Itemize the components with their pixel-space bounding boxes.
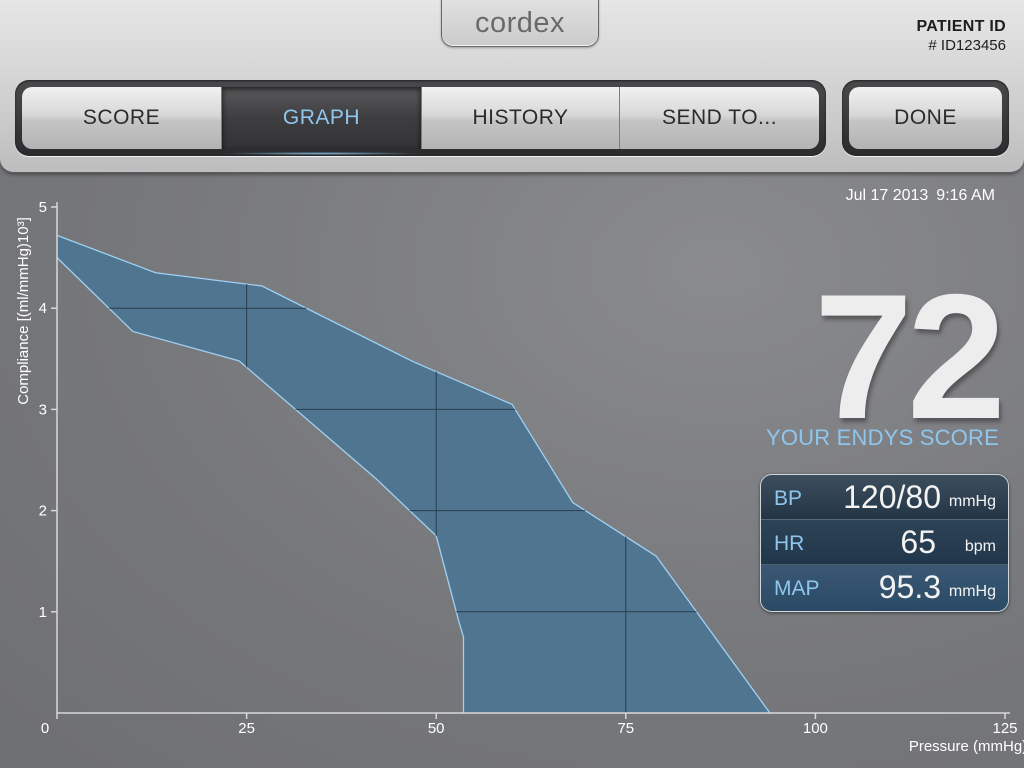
vital-value: 120/80: [843, 479, 941, 515]
x-tick-label: 100: [803, 720, 828, 737]
vital-value: 95.3: [878, 569, 941, 605]
cordex-logo: cordex: [475, 7, 565, 40]
done-button[interactable]: DONE: [849, 87, 1002, 149]
measurement-time: 9:16 AM: [936, 187, 995, 204]
y-tick-label: 3: [39, 401, 47, 418]
compliance-band: [57, 235, 770, 713]
measurement-date: Jul 17 2013: [845, 187, 929, 204]
vital-unit: mmHg: [948, 583, 996, 600]
y-tick-label: 2: [39, 503, 47, 520]
vital-value: 65: [900, 524, 936, 560]
vital-row-hr: HR 65 bpm: [761, 520, 1008, 565]
tab-history[interactable]: HISTORY: [422, 87, 620, 149]
view-tab-bar: SCORE GRAPH HISTORY SEND TO...: [15, 80, 826, 156]
vital-name: MAP: [774, 577, 820, 600]
y-tick-label: 1: [39, 604, 47, 621]
vital-name: HR: [774, 532, 805, 555]
vital-row-map: MAP 95.3 mmHg: [761, 565, 1008, 611]
x-tick-label: 125: [992, 720, 1017, 737]
endys-score-value: 72: [814, 257, 1006, 456]
tab-send-to[interactable]: SEND TO...: [620, 87, 819, 149]
tab-graph[interactable]: GRAPH: [222, 87, 422, 155]
x-tick-label: 50: [428, 720, 445, 737]
vital-unit: mmHg: [948, 493, 996, 510]
done-button-label: DONE: [894, 106, 957, 129]
patient-id-label: PATIENT ID: [916, 18, 1006, 35]
tab-score-label: SCORE: [82, 106, 161, 129]
endys-score-label: YOUR ENDYS SCORE: [765, 425, 999, 450]
done-button-frame: DONE: [842, 80, 1009, 156]
x-tick-label: 25: [238, 720, 255, 737]
x-tick-label: 0: [41, 720, 49, 737]
compliance-pressure-chart: 0 25 50 75 100 125 1 2 3 4 5 Pressure (mmHg) Compl…: [15, 199, 1024, 755]
patient-id-value: # ID123456: [928, 37, 1006, 54]
vitals-panel: BP 120/80 mmHg HR 65 bpm MAP 95.3 mmHg: [760, 474, 1009, 612]
x-axis-label: Pressure (mmHg): [909, 738, 1024, 755]
logo-text: cordex: [474, 6, 566, 39]
header-bar: cordex PATIENT ID # ID123456 SCORE GRAPH…: [0, 0, 1024, 173]
vital-name: BP: [774, 487, 803, 510]
y-tick-label: 5: [39, 199, 47, 216]
y-axis-label: Compliance [(ml/mmHg)10³]: [15, 217, 32, 405]
vital-unit: bpm: [964, 538, 996, 555]
tab-graph-label: GRAPH: [282, 106, 361, 129]
tab-send-to-label: SEND TO...: [661, 106, 778, 129]
x-tick-label: 75: [617, 720, 634, 737]
tab-score[interactable]: SCORE: [22, 87, 222, 149]
tab-history-label: HISTORY: [472, 106, 569, 129]
vital-row-bp: BP 120/80 mmHg: [761, 475, 1008, 520]
patient-id-block: PATIENT ID # ID123456: [916, 18, 1006, 54]
measurement-datetime: Jul 17 2013 9:16 AM: [846, 187, 995, 205]
band-upper-edge: [56, 234, 771, 714]
logo-tab: cordex: [441, 0, 599, 47]
y-tick-label: 4: [39, 300, 47, 317]
band-lower-edge: [56, 257, 465, 713]
